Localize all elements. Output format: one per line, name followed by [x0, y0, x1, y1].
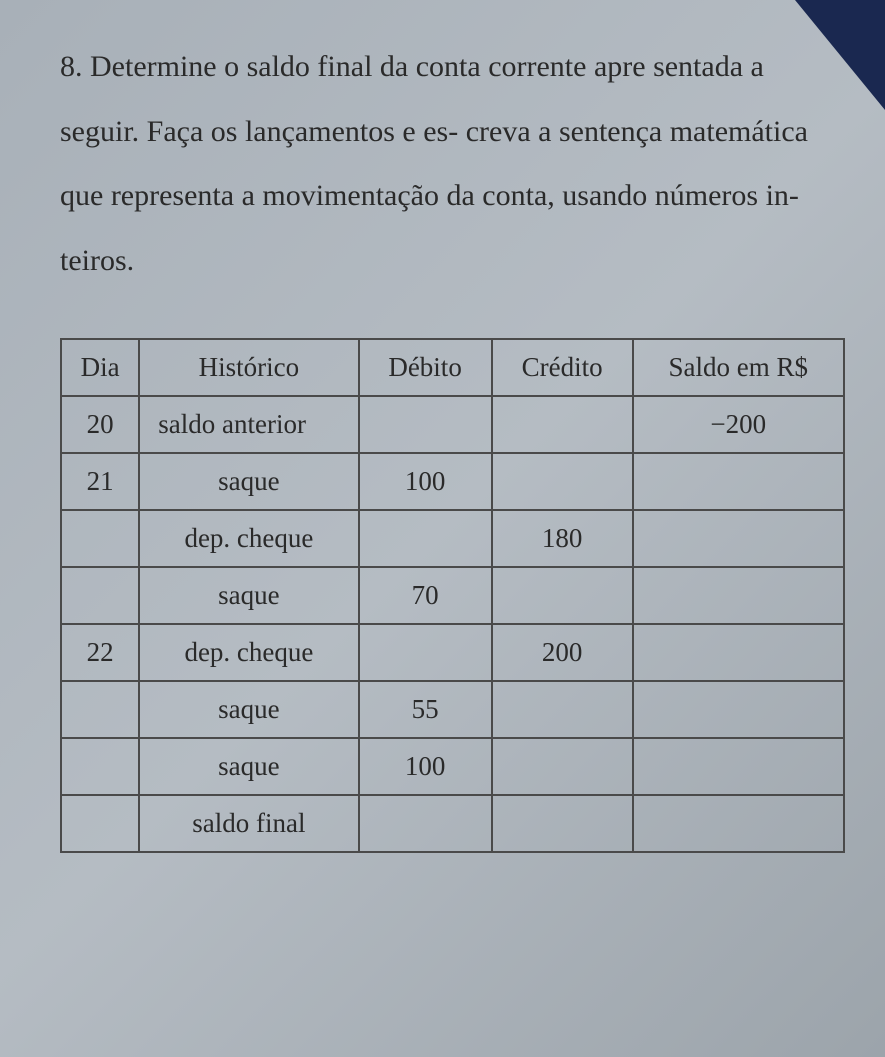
cell-debito: 55: [359, 681, 492, 738]
table-row: saldo final: [61, 795, 844, 852]
cell-historico: saque: [139, 681, 358, 738]
cell-credito: [492, 738, 633, 795]
cell-credito: 180: [492, 510, 633, 567]
table-body: 20 saldo anterior −200 21 saque 100 dep.…: [61, 396, 844, 852]
cell-dia: [61, 795, 139, 852]
table-row: 20 saldo anterior −200: [61, 396, 844, 453]
header-credito: Crédito: [492, 339, 633, 396]
table-row: saque 100: [61, 738, 844, 795]
account-table: Dia Histórico Débito Crédito Saldo em R$…: [60, 338, 845, 853]
cell-saldo: [633, 738, 844, 795]
cell-historico: dep. cheque: [139, 510, 358, 567]
cell-historico: saque: [139, 738, 358, 795]
cell-saldo: [633, 795, 844, 852]
table-row: saque 55: [61, 681, 844, 738]
cell-dia: 20: [61, 396, 139, 453]
cell-historico: saque: [139, 453, 358, 510]
cell-debito: 100: [359, 738, 492, 795]
question-number: 8.: [60, 50, 83, 83]
header-historico: Histórico: [139, 339, 358, 396]
table-header-row: Dia Histórico Débito Crédito Saldo em R$: [61, 339, 844, 396]
header-dia: Dia: [61, 339, 139, 396]
cell-saldo: [633, 624, 844, 681]
cell-debito: 70: [359, 567, 492, 624]
cell-credito: 200: [492, 624, 633, 681]
question-text: 8. Determine o saldo final da conta corr…: [60, 35, 815, 293]
cell-saldo: [633, 567, 844, 624]
cell-credito: [492, 795, 633, 852]
cell-dia: [61, 510, 139, 567]
header-debito: Débito: [359, 339, 492, 396]
cell-credito: [492, 453, 633, 510]
cell-debito: [359, 795, 492, 852]
cell-credito: [492, 681, 633, 738]
cell-saldo: [633, 510, 844, 567]
cell-debito: 100: [359, 453, 492, 510]
cell-historico: saldo final: [139, 795, 358, 852]
cell-dia: [61, 567, 139, 624]
cell-debito: [359, 510, 492, 567]
question-body: Determine o saldo final da conta corrent…: [60, 50, 808, 277]
cell-saldo: [633, 453, 844, 510]
cell-saldo: [633, 681, 844, 738]
table-row: saque 70: [61, 567, 844, 624]
question-block: 8. Determine o saldo final da conta corr…: [60, 35, 845, 293]
cell-dia: [61, 738, 139, 795]
cell-debito: [359, 624, 492, 681]
header-saldo: Saldo em R$: [633, 339, 844, 396]
cell-dia: 21: [61, 453, 139, 510]
cell-historico: saldo anterior: [139, 396, 358, 453]
table-row: 22 dep. cheque 200: [61, 624, 844, 681]
cell-credito: [492, 567, 633, 624]
cell-debito: [359, 396, 492, 453]
table-row: 21 saque 100: [61, 453, 844, 510]
cell-dia: [61, 681, 139, 738]
cell-saldo: −200: [633, 396, 844, 453]
cell-credito: [492, 396, 633, 453]
cell-dia: 22: [61, 624, 139, 681]
cell-historico: dep. cheque: [139, 624, 358, 681]
table-row: dep. cheque 180: [61, 510, 844, 567]
cell-historico: saque: [139, 567, 358, 624]
